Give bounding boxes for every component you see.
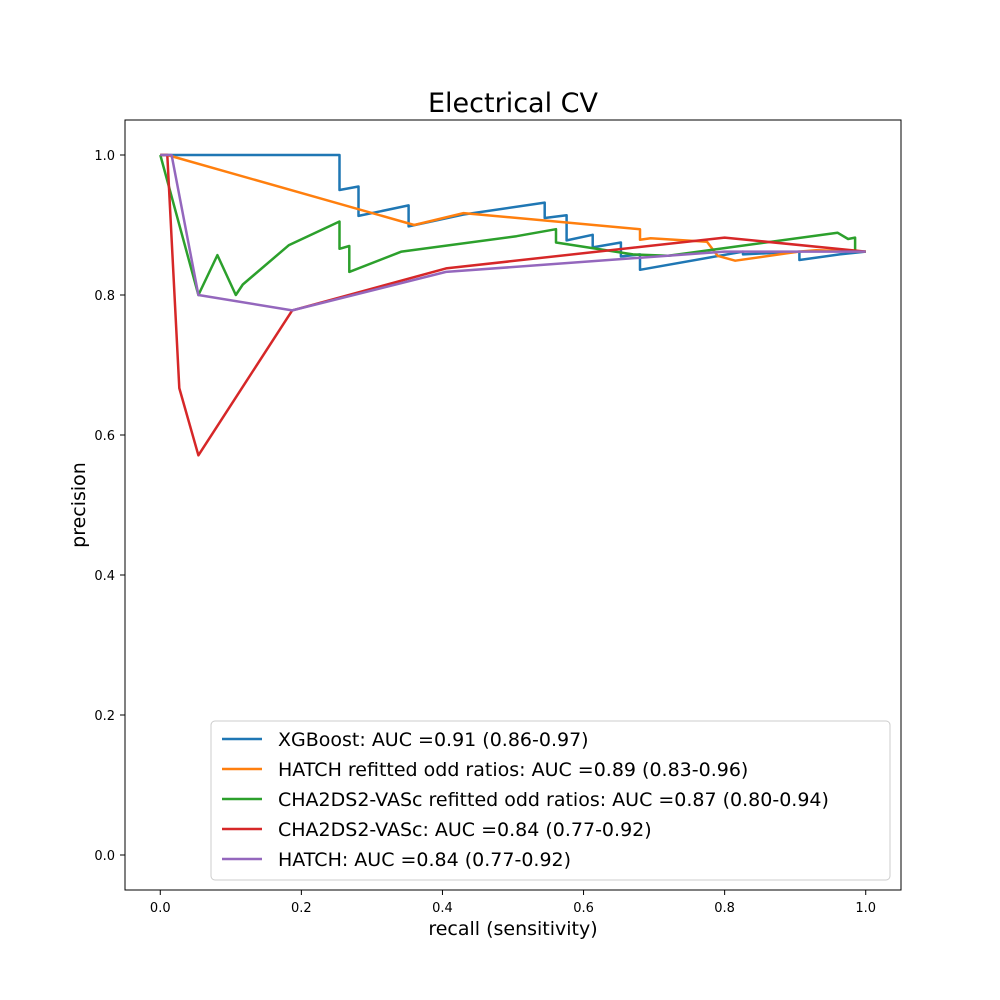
x-tick-label: 0.2 <box>291 901 312 916</box>
series-line-4 <box>160 153 866 312</box>
legend-label-3: CHA2DS2-VASc: AUC =0.84 (0.77-0.92) <box>278 819 652 841</box>
x-axis: 0.0 0.2 0.4 0.6 0.8 1.0 <box>150 890 876 916</box>
y-tick-label: 0.8 <box>94 289 115 304</box>
legend-label-2: CHA2DS2-VASc refitted odd ratios: AUC =0… <box>278 789 829 811</box>
series-line-3 <box>160 153 866 457</box>
y-tick-label: 0.2 <box>94 709 115 724</box>
plot-lines <box>159 153 866 457</box>
plot-frame <box>124 119 902 891</box>
legend-label-0: XGBoost: AUC =0.91 (0.86-0.97) <box>278 729 589 751</box>
y-tick-label: 0.4 <box>94 569 115 584</box>
legend: XGBoost: AUC =0.91 (0.86-0.97) HATCH refi… <box>210 720 891 881</box>
legend-box <box>210 720 891 881</box>
x-tick-label: 0.8 <box>714 901 735 916</box>
chart-title: Electrical CV <box>428 88 599 119</box>
y-axis-label: precision <box>68 462 90 548</box>
y-tick-label: 0.0 <box>94 849 115 864</box>
y-axis: 0.0 0.2 0.4 0.6 0.8 1.0 <box>94 149 125 864</box>
x-tick-label: 0.0 <box>150 901 171 916</box>
legend-label-1: HATCH refitted odd ratios: AUC =0.89 (0.… <box>278 759 748 781</box>
x-axis-label: recall (sensitivity) <box>428 918 597 940</box>
series-line-2 <box>159 154 866 297</box>
x-tick-label: 0.6 <box>573 901 594 916</box>
x-tick-label: 0.4 <box>432 901 453 916</box>
legend-label-4: HATCH: AUC =0.84 (0.77-0.92) <box>278 849 571 871</box>
series-line-0 <box>160 153 866 272</box>
y-tick-label: 1.0 <box>94 149 115 164</box>
x-tick-label: 1.0 <box>855 901 876 916</box>
y-tick-label: 0.6 <box>94 429 115 444</box>
